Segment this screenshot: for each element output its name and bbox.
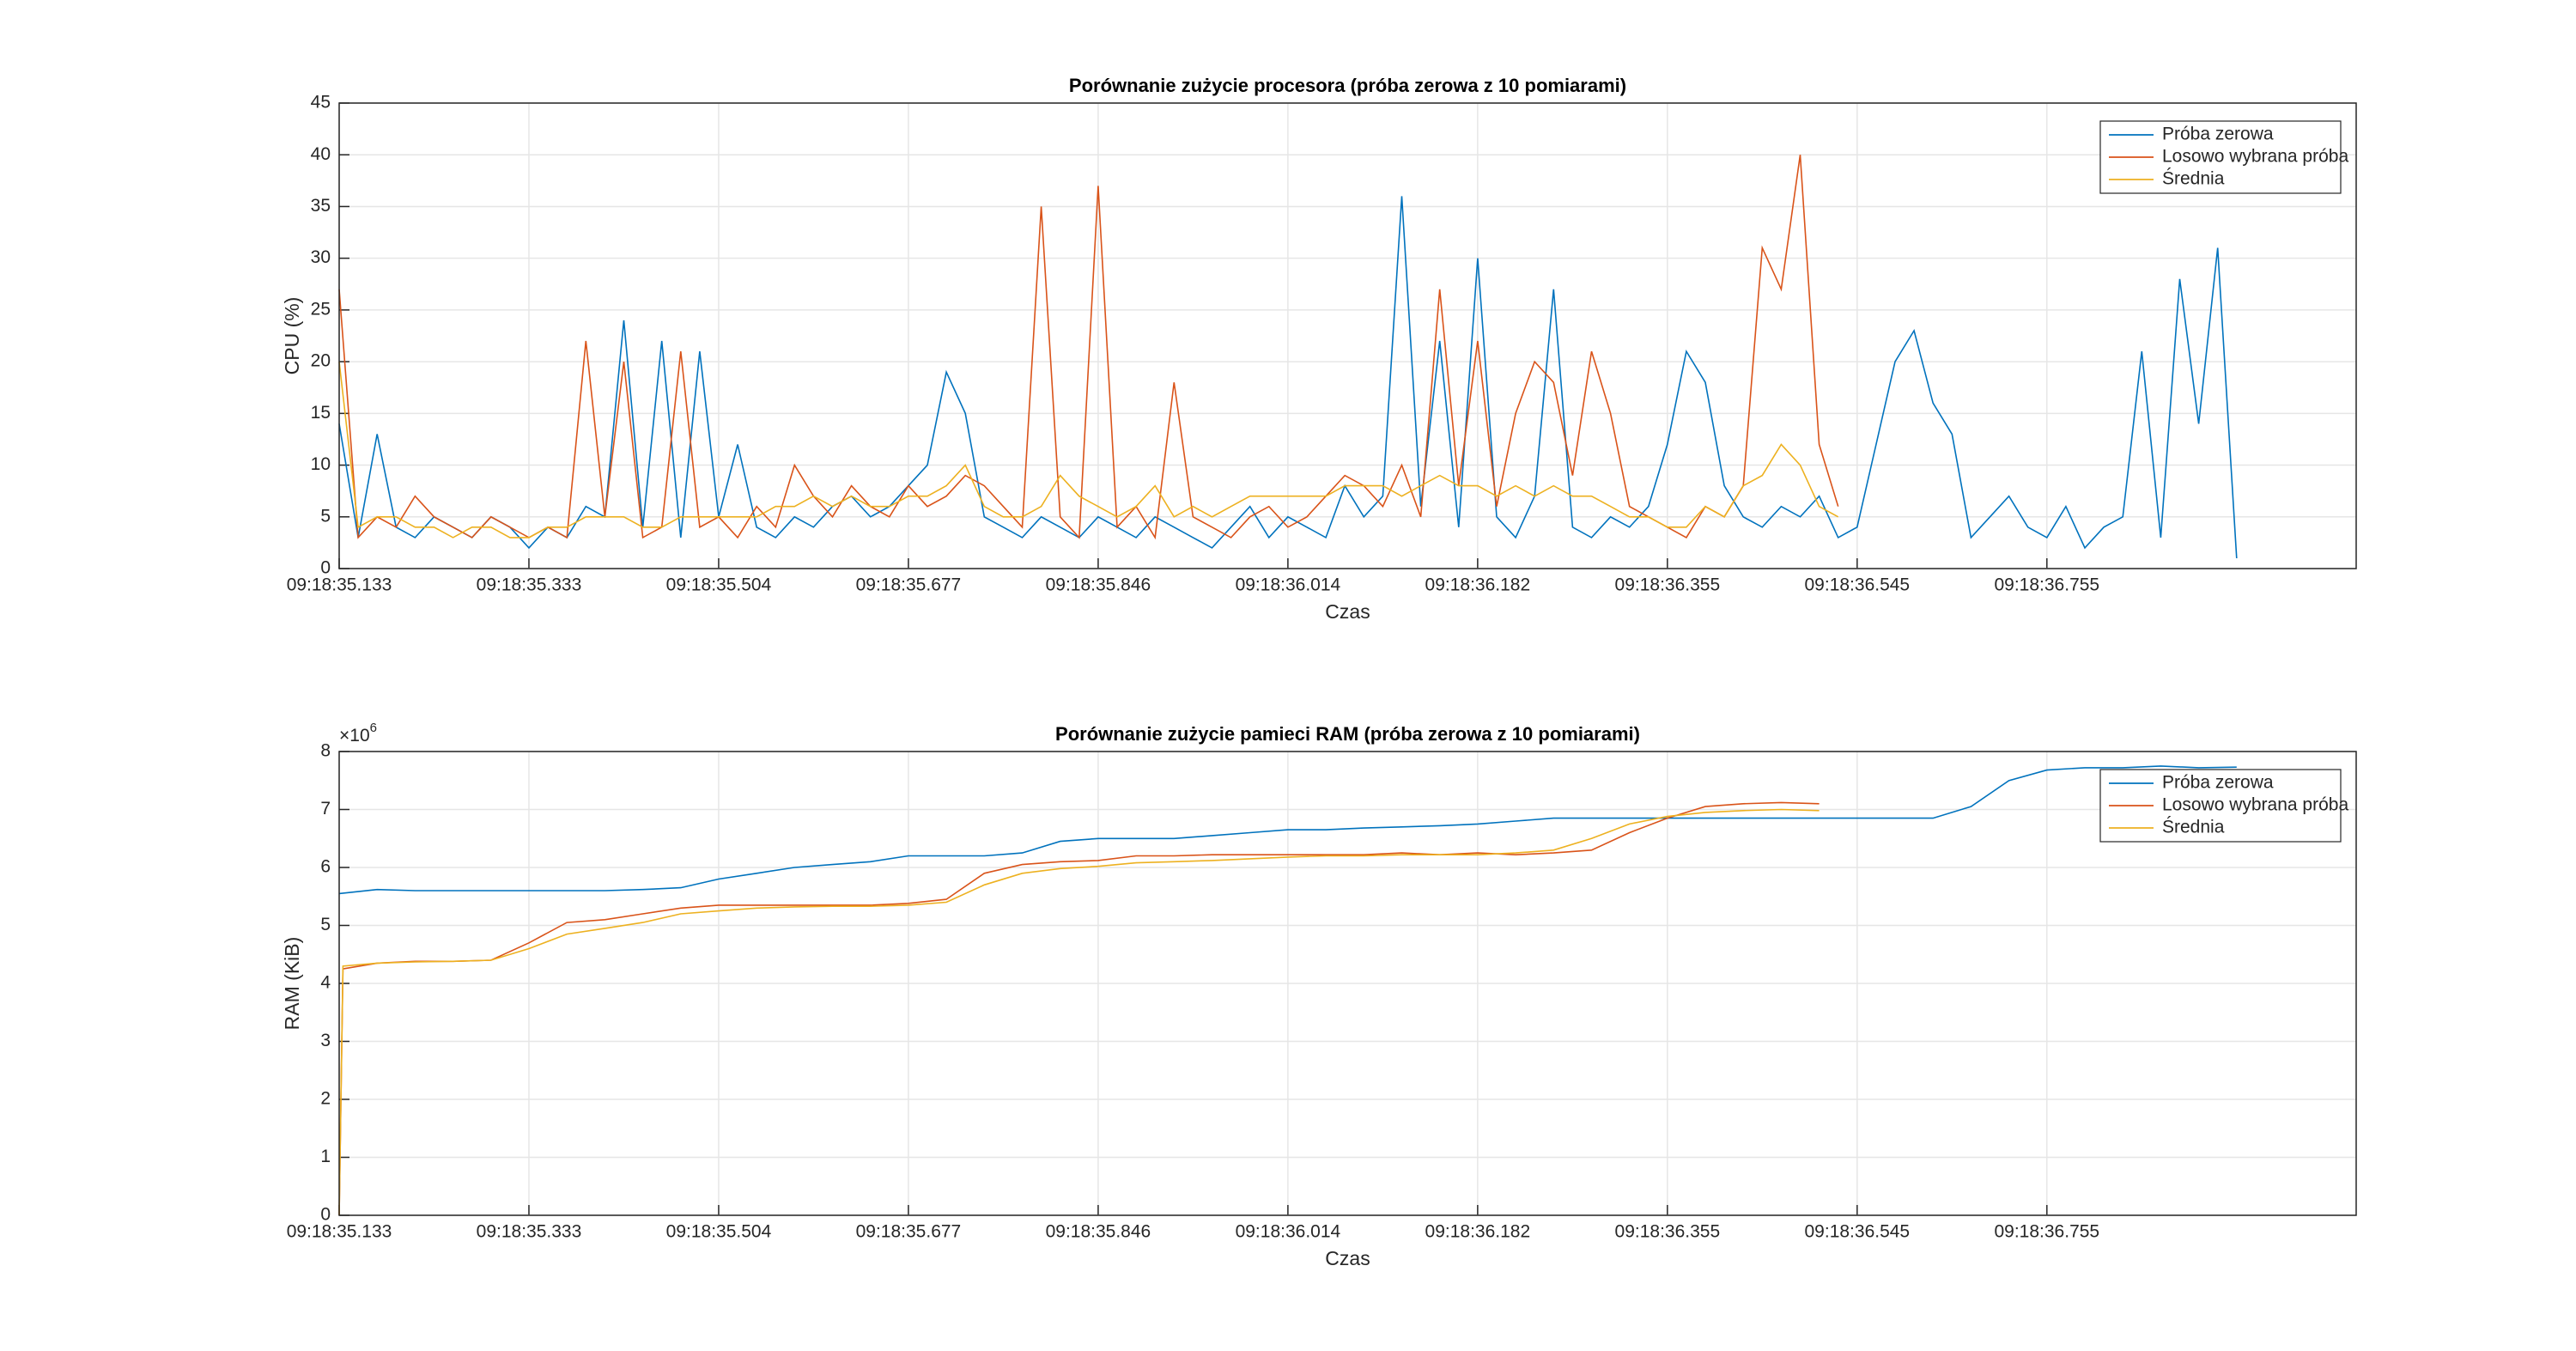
x-tick-label: 09:18:35.133 [287, 575, 392, 595]
y-tick-label: 0 [320, 1205, 331, 1225]
series-line [338, 362, 1839, 539]
chart-title: Porównanie zużycie procesora (próba zero… [1069, 75, 1626, 96]
y-tick-label: 4 [320, 973, 331, 993]
chart-title: Porównanie zużycie pamieci RAM (próba ze… [1055, 723, 1640, 745]
x-tick-label: 09:18:36.182 [1425, 1222, 1531, 1242]
x-axis-label: Czas [1325, 1247, 1370, 1269]
y-axis-label: CPU (%) [281, 297, 303, 375]
series-line [338, 765, 2237, 895]
plot-area [339, 103, 2356, 569]
y-tick-label: 30 [311, 247, 331, 267]
legend-label: Średnia [2162, 817, 2225, 837]
y-tick-label: 25 [311, 299, 331, 319]
y-tick-label: 0 [320, 558, 331, 578]
x-tick-label: 09:18:36.014 [1236, 1222, 1341, 1242]
x-tick-label: 09:18:35.846 [1046, 1222, 1151, 1242]
y-exponent-base: ×10 [339, 726, 370, 745]
axes-box [338, 751, 2357, 1216]
y-tick-label: 3 [320, 1031, 331, 1050]
series-line [338, 155, 1839, 540]
y-tick-label: 35 [311, 196, 331, 216]
legend-label: Losowo wybrana próba [2162, 147, 2348, 167]
x-tick-label: 09:18:35.333 [477, 575, 582, 595]
x-tick-label: 09:18:36.755 [1994, 575, 2099, 595]
y-exponent-power: 6 [370, 721, 377, 735]
x-tick-label: 09:18:35.333 [477, 1222, 582, 1242]
y-tick-label: 7 [320, 799, 331, 819]
y-tick-label: 5 [320, 506, 331, 526]
legend-label: Próba zerowa [2162, 125, 2274, 144]
x-tick-label: 09:18:35.133 [287, 1222, 392, 1242]
y-tick-label: 2 [320, 1089, 331, 1109]
series-line [338, 196, 2238, 559]
legend-label: Losowo wybrana próba [2162, 795, 2348, 815]
y-tick-label: 8 [320, 741, 331, 761]
y-tick-label: 6 [320, 857, 331, 877]
legend-label: Próba zerowa [2162, 773, 2274, 793]
legend-label: Średnia [2162, 168, 2225, 189]
series-line [338, 808, 1820, 1216]
x-tick-label: 09:18:36.014 [1236, 575, 1341, 595]
x-axis-label: Czas [1325, 600, 1370, 623]
x-tick-label: 09:18:35.677 [856, 575, 962, 595]
x-tick-label: 09:18:35.677 [856, 1222, 962, 1242]
y-tick-label: 1 [320, 1147, 331, 1166]
x-tick-label: 09:18:35.504 [666, 575, 772, 595]
series-line [338, 801, 1820, 1216]
x-tick-label: 09:18:36.755 [1994, 1222, 2099, 1242]
axes-box [338, 102, 2357, 569]
y-tick-label: 45 [311, 93, 331, 113]
x-tick-label: 09:18:36.355 [1615, 575, 1721, 595]
x-tick-label: 09:18:36.355 [1615, 1222, 1721, 1242]
y-exponent: ×106 [339, 721, 377, 745]
y-tick-label: 20 [311, 351, 331, 371]
y-tick-label: 10 [311, 454, 331, 474]
x-tick-label: 09:18:35.846 [1046, 575, 1151, 595]
x-tick-label: 09:18:36.182 [1425, 575, 1531, 595]
x-tick-label: 09:18:35.504 [666, 1222, 772, 1242]
y-axis-label: RAM (KiB) [281, 937, 303, 1031]
y-tick-label: 40 [311, 144, 331, 164]
x-tick-label: 09:18:36.545 [1805, 1222, 1911, 1242]
y-tick-label: 5 [320, 915, 331, 934]
y-tick-label: 15 [311, 403, 331, 423]
x-tick-label: 09:18:36.545 [1805, 575, 1911, 595]
